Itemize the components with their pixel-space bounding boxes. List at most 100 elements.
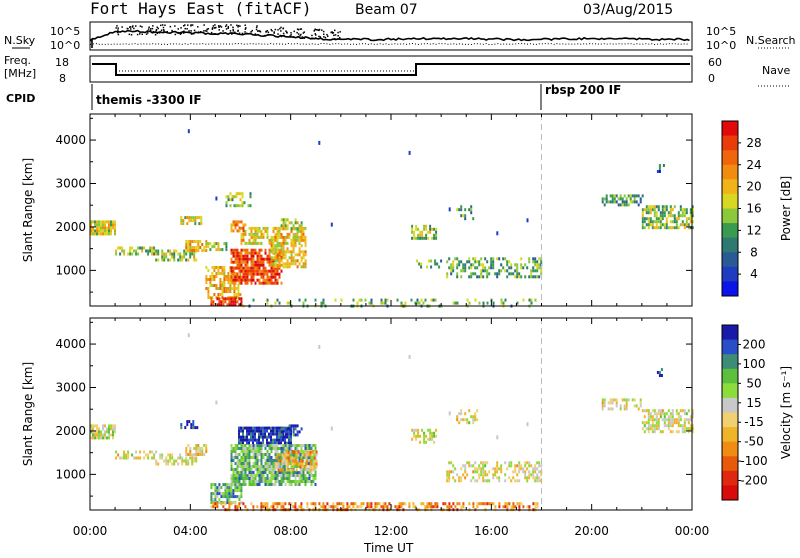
power-cell [270, 238, 273, 242]
power-cell [230, 251, 233, 255]
power-cell [510, 272, 513, 276]
power-cell [276, 226, 279, 230]
velocity-cell [661, 409, 664, 413]
velocity-cell [625, 401, 628, 405]
velocity-cell [651, 424, 654, 428]
power-cell [659, 223, 662, 227]
power-cell [404, 301, 407, 305]
power-cell [252, 260, 255, 264]
velocity-cell [232, 492, 235, 496]
power-cell [665, 217, 668, 221]
power-cell [188, 216, 191, 220]
power-cell [689, 214, 692, 218]
power-cell [274, 232, 277, 236]
power-cell [155, 249, 158, 253]
power-cell [209, 248, 212, 252]
power-cell [653, 220, 656, 224]
velocity-cell [187, 459, 190, 463]
power-cell [681, 214, 684, 218]
power-cell [500, 263, 503, 267]
velocity-cell [238, 462, 241, 465]
power-cell [209, 278, 212, 281]
velocity-cell [304, 474, 307, 477]
nsky-point [241, 32, 244, 35]
velocity-cell [180, 423, 183, 427]
velocity-cell [96, 430, 98, 434]
velocity-cell [675, 418, 678, 422]
velocity-cell [480, 470, 483, 474]
power-colorbar-segment [722, 223, 738, 239]
nsky-point [277, 29, 279, 31]
power-cell [429, 230, 432, 234]
power-cell [673, 220, 676, 224]
velocity-cell [275, 462, 278, 466]
velocity-cell [276, 429, 278, 433]
velocity-cell [236, 477, 239, 480]
velocity-cell [286, 444, 289, 447]
velocity-cell [285, 465, 288, 469]
power-cell [173, 255, 176, 259]
velocity-cell [104, 430, 106, 434]
velocity-cell [468, 421, 471, 425]
velocity-cell [309, 468, 312, 472]
velocity-cell [300, 505, 303, 509]
velocity-cell [193, 447, 196, 450]
velocity-cell [248, 438, 250, 442]
velocity-cell [429, 428, 432, 432]
velocity-ytick-label: 2000 [55, 424, 86, 438]
velocity-cell [427, 437, 430, 441]
velocity-cell [291, 462, 294, 466]
power-cell [268, 254, 271, 258]
power-cell [254, 272, 257, 276]
velocity-cell [677, 418, 680, 422]
velocity-cell [435, 434, 438, 438]
velocity-cell [274, 429, 276, 433]
velocity-cell [232, 450, 235, 453]
power-cell [673, 217, 676, 221]
velocity-cell [102, 436, 104, 440]
velocity-cell [411, 428, 414, 432]
velocity-cell [289, 468, 292, 472]
velocity-cell [90, 427, 92, 431]
power-cell [430, 298, 433, 302]
velocity-speckle-point [187, 333, 190, 338]
velocity-cell [474, 470, 477, 474]
velocity-cell [242, 438, 244, 442]
velocity-cell [274, 462, 277, 465]
velocity-cell [264, 468, 267, 471]
power-cell [100, 232, 102, 236]
power-cell [198, 222, 201, 226]
power-cell [480, 272, 483, 276]
power-cell [230, 278, 233, 282]
velocity-cell [322, 502, 325, 506]
nsky-point [145, 33, 148, 35]
power-cell [252, 248, 255, 252]
velocity-cell [307, 453, 310, 457]
velocity-cell [308, 471, 311, 474]
power-cell [516, 301, 519, 305]
velocity-cell [302, 468, 305, 471]
power-cell [221, 266, 224, 269]
velocity-cell [230, 480, 233, 483]
power-cell [211, 266, 214, 269]
power-cell [239, 272, 242, 275]
power-cell [464, 214, 467, 218]
velocity-cell [238, 441, 240, 445]
power-cell [230, 266, 233, 270]
velocity-cell [312, 453, 315, 456]
velocity-cell [290, 471, 293, 474]
velocity-cell [296, 474, 299, 477]
velocity-cell [671, 415, 674, 419]
power-cell [236, 278, 239, 282]
power-cell [431, 227, 434, 231]
power-cell [629, 194, 632, 198]
velocity-cell [284, 444, 287, 447]
velocity-cell [518, 479, 521, 483]
power-cell [649, 211, 652, 215]
power-cluster [230, 220, 247, 233]
power-cell [100, 226, 102, 230]
power-cell [433, 236, 436, 240]
velocity-cell [108, 427, 110, 431]
power-cell [683, 226, 686, 230]
power-cell [292, 259, 295, 263]
